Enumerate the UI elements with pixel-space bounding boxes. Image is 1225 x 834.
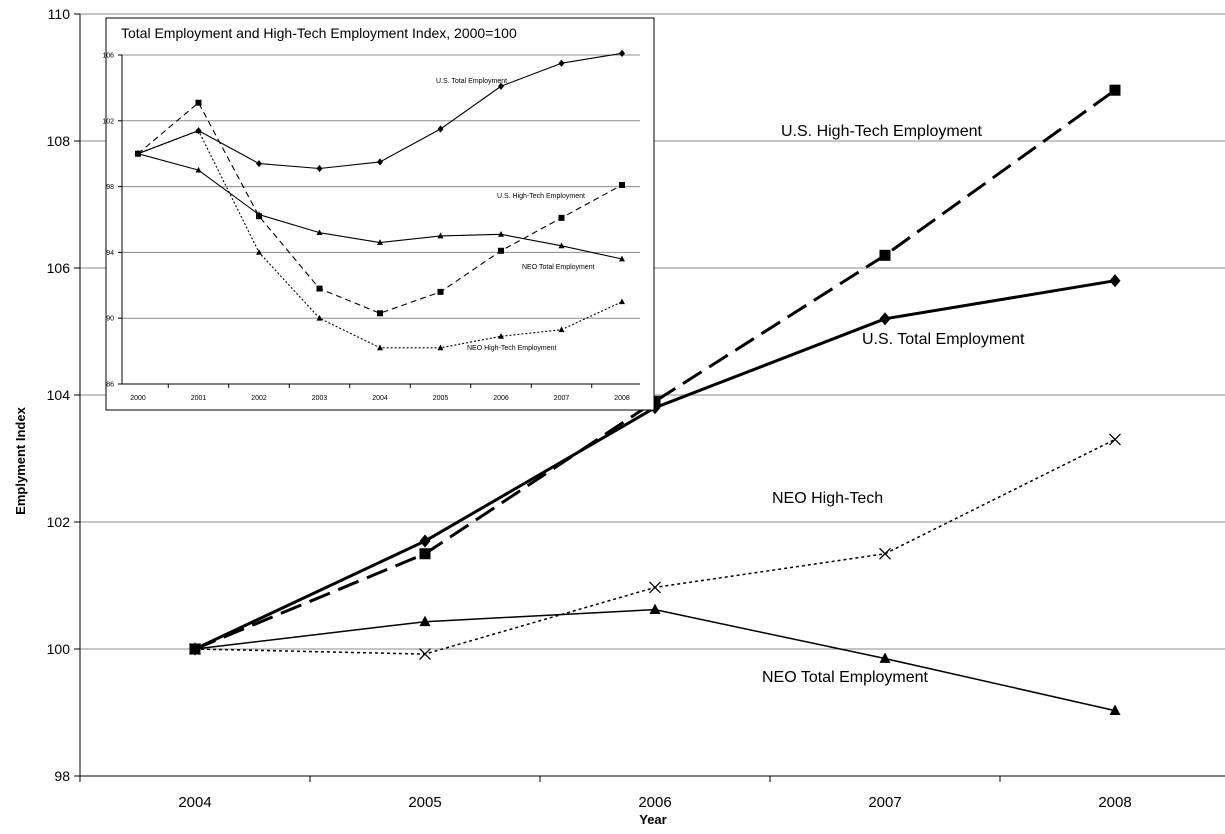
inset-point-u-s-total-employment	[619, 49, 625, 57]
main-point-neo-total-employment	[879, 652, 891, 663]
main-point-neo-high-tech	[879, 547, 891, 560]
inset-tick-labels: 86 90 94 98 102 106 2000 2001 2002 2003 2004 2005 20…	[102, 52, 630, 402]
main-x-tick-label: 2005	[408, 794, 441, 811]
inset-x-tick-label: 2000	[130, 395, 146, 402]
inset-point-u-s-high-tech-employment	[619, 181, 625, 188]
inset-point-neo-total-employment	[195, 166, 202, 173]
main-x-axis-title: Year	[639, 812, 666, 827]
main-x-tick-label: 2004	[178, 794, 211, 811]
inset-point-u-s-high-tech-employment	[437, 288, 444, 295]
main-point-u-s-total-employment	[649, 401, 661, 415]
main-x-tick-label: 2008	[1098, 794, 1131, 811]
main-point-u-s-high-tech-employment	[1109, 84, 1121, 96]
main-series-group	[189, 84, 1121, 715]
inset-point-u-s-total-employment	[256, 159, 262, 168]
main-series-line-u-s-high-tech-employment	[194, 88, 1116, 651]
inset-point-u-s-high-tech-employment	[558, 214, 565, 221]
inset-x-tick-label: 2003	[312, 395, 328, 402]
inset-point-neo-high-tech-employment	[135, 150, 141, 157]
inset-label-neo-high-tech: NEO High-Tech Employment	[467, 345, 557, 352]
inset-point-u-s-total-employment	[377, 158, 383, 166]
inset-point-neo-total-employment	[316, 229, 323, 236]
inset-point-neo-high-tech-employment	[619, 298, 625, 305]
inset-point-neo-high-tech-employment	[316, 314, 323, 321]
inset-point-u-s-total-employment	[437, 125, 444, 133]
main-series-line-neo-total-employment	[194, 608, 1116, 712]
main-point-u-s-total-employment	[879, 312, 891, 326]
inset-label-neo-total: NEO Total Employment	[522, 264, 595, 271]
inset-point-neo-high-tech-employment	[437, 344, 444, 351]
inset-gridlines	[122, 54, 640, 319]
main-y-tick-label: 102	[47, 514, 71, 530]
inset-point-neo-high-tech-employment	[498, 332, 504, 339]
inset-frame	[105, 17, 655, 411]
main-y-tick-label: 110	[48, 6, 71, 22]
inset-point-neo-total-employment	[437, 232, 444, 239]
main-point-neo-high-tech	[649, 581, 661, 594]
inset-axes	[121, 55, 640, 385]
inset-title: Total Employment and High-Tech Employmen…	[121, 25, 517, 41]
label-neo-total: NEO Total Employment	[762, 669, 929, 686]
inset-x-tick-label: 2004	[372, 395, 388, 402]
main-point-neo-total-employment	[419, 615, 431, 627]
label-neo-high-tech: NEO High-Tech	[772, 490, 883, 507]
inset-label-us-total: U.S. Total Employment	[436, 78, 507, 85]
main-point-u-s-high-tech-employment	[419, 548, 431, 560]
main-point-neo-total-employment	[189, 642, 201, 654]
inset-point-neo-total-employment	[498, 231, 504, 237]
inset-x-tick-label: 2008	[614, 395, 630, 402]
inset-y-tick-label: 106	[102, 52, 114, 59]
inset-x-tick-label: 2005	[433, 395, 449, 402]
inset-y-tick-label: 102	[102, 118, 114, 125]
inset-label-us-high-tech: U.S. High-Tech Employment	[497, 193, 585, 200]
inset-point-neo-total-employment	[558, 242, 565, 249]
label-us-total: U.S. Total Employment	[862, 331, 1025, 348]
main-point-neo-total-employment	[1109, 704, 1121, 715]
inset-y-tick-label: 86	[106, 381, 114, 388]
main-y-tick-label: 104	[47, 387, 71, 403]
inset-point-u-s-high-tech-employment	[195, 99, 202, 106]
main-tick-labels: 98 100 102 104 106 108 110 2004 2005 2006 2007 2008	[47, 6, 1132, 811]
inset-point-u-s-high-tech-employment	[316, 285, 323, 292]
main-point-neo-high-tech	[419, 648, 431, 661]
main-y-tick-label: 108	[47, 133, 71, 149]
inset-point-neo-high-tech-employment	[256, 249, 262, 255]
inset-point-neo-high-tech-employment	[377, 344, 383, 351]
inset-y-tick-label: 94	[106, 250, 114, 257]
inset-point-neo-total-employment	[377, 239, 383, 245]
inset-point-u-s-total-employment	[498, 82, 504, 90]
main-point-u-s-total-employment	[419, 534, 431, 548]
label-us-high-tech: U.S. High-Tech Employment	[781, 123, 983, 140]
main-y-tick-label: 106	[47, 260, 71, 276]
inset-point-neo-total-employment	[256, 211, 262, 217]
inset-x-tick-label: 2006	[493, 395, 509, 402]
inset-x-tick-label: 2002	[251, 395, 267, 402]
inset-point-neo-high-tech-employment	[558, 326, 565, 333]
inset-x-tick-label: 2001	[191, 395, 207, 402]
main-y-tick-label: 98	[54, 768, 70, 784]
inset-y-tick-label: 98	[106, 184, 114, 191]
main-point-u-s-total-employment	[1109, 274, 1121, 288]
main-y-tick-label: 100	[47, 641, 71, 657]
main-x-tick-label: 2006	[638, 794, 671, 811]
inset-point-neo-total-employment	[619, 255, 625, 262]
main-y-axis-title: Emplyment Index	[13, 406, 28, 514]
inset-x-tick-label: 2007	[554, 395, 570, 402]
inset-y-tick-label: 90	[106, 316, 114, 323]
main-series-line-neo-high-tech	[194, 438, 1116, 655]
main-x-tick-label: 2007	[868, 794, 901, 811]
inset-series-group	[135, 49, 625, 351]
inset-point-u-s-high-tech-employment	[498, 247, 504, 254]
inset-series-line-u-s-high-tech-employment	[137, 102, 623, 314]
inset-chart: Total Employment and High-Tech Employmen…	[102, 17, 655, 411]
inset-point-u-s-high-tech-employment	[377, 310, 383, 317]
main-point-neo-total-employment	[649, 603, 661, 615]
inset-point-u-s-total-employment	[558, 59, 565, 67]
main-point-u-s-high-tech-employment	[879, 249, 891, 261]
main-point-neo-high-tech	[1109, 433, 1121, 446]
inset-point-u-s-total-employment	[316, 164, 323, 173]
inset-point-neo-high-tech-employment	[195, 127, 202, 134]
